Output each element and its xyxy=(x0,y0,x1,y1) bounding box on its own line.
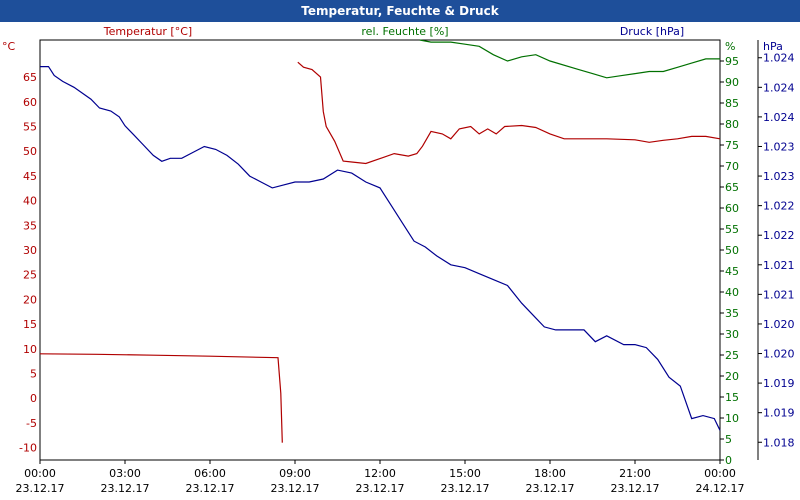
x-tick-label-date: 23.12.17 xyxy=(271,482,320,495)
humidity-unit-label: % xyxy=(725,40,735,53)
pressure-tick-label: 1.020 xyxy=(763,318,795,331)
x-tick-label-date: 23.12.17 xyxy=(526,482,575,495)
humidity-tick-label: 25 xyxy=(725,349,739,362)
humidity-tick-label: 45 xyxy=(725,265,739,278)
x-tick-label-date: 24.12.17 xyxy=(696,482,745,495)
humidity-tick-label: 30 xyxy=(725,328,739,341)
x-tick-label-date: 23.12.17 xyxy=(441,482,490,495)
humidity-tick-label: 50 xyxy=(725,244,739,257)
pressure-tick-label: 1.023 xyxy=(763,170,795,183)
pressure-axis-title: Druck [hPa] xyxy=(620,25,684,38)
temperature-tick-label: 60 xyxy=(23,96,37,109)
pressure-tick-label: 1.024 xyxy=(763,111,795,124)
x-tick-label-time: 00:00 xyxy=(24,467,56,480)
temperature-unit-label: °C xyxy=(2,40,16,53)
pressure-tick-label: 1.022 xyxy=(763,200,795,213)
pressure-tick-label: 1.023 xyxy=(763,140,795,153)
pressure-tick-label: 1.024 xyxy=(763,81,795,94)
x-tick-label-date: 23.12.17 xyxy=(356,482,405,495)
humidity-tick-label: 5 xyxy=(725,433,732,446)
x-tick-label-time: 12:00 xyxy=(364,467,396,480)
series-line-temperature xyxy=(297,61,721,165)
pressure-tick-label: 1.024 xyxy=(763,52,795,65)
humidity-tick-label: 80 xyxy=(725,118,739,131)
series-layer xyxy=(39,39,721,443)
x-tick-label-date: 23.12.17 xyxy=(611,482,660,495)
x-tick-label-time: 21:00 xyxy=(619,467,651,480)
humidity-tick-label: 85 xyxy=(725,97,739,110)
pressure-tick-label: 1.022 xyxy=(763,229,795,242)
temperature-tick-label: 15 xyxy=(23,318,37,331)
temperature-tick-label: 0 xyxy=(30,392,37,405)
x-tick-label-date: 23.12.17 xyxy=(186,482,235,495)
x-tick-label-time: 06:00 xyxy=(194,467,226,480)
series-line-humidity xyxy=(419,39,720,79)
temperature-tick-label: -10 xyxy=(19,442,37,455)
temperature-tick-label: 40 xyxy=(23,195,37,208)
humidity-tick-label: 40 xyxy=(725,286,739,299)
pressure-tick-label: 1.020 xyxy=(763,348,795,361)
x-tick-label-time: 09:00 xyxy=(279,467,311,480)
temperature-tick-label: 20 xyxy=(23,293,37,306)
temperature-axis-title: Temperatur [°C] xyxy=(103,25,192,38)
x-tick-label-date: 23.12.17 xyxy=(101,482,150,495)
pressure-tick-label: 1.019 xyxy=(763,377,795,390)
temperature-tick-label: 5 xyxy=(30,368,37,381)
temperature-tick-label: 25 xyxy=(23,269,37,282)
humidity-tick-label: 0 xyxy=(725,454,732,467)
temperature-tick-label: 45 xyxy=(23,170,37,183)
humidity-tick-label: 65 xyxy=(725,181,739,194)
pressure-tick-label: 1.021 xyxy=(763,259,795,272)
x-tick-label-date: 23.12.17 xyxy=(16,482,65,495)
humidity-tick-label: 70 xyxy=(725,160,739,173)
temperature-tick-label: 55 xyxy=(23,120,37,133)
chart: 00:00 23.12.17 03:00 23.12.17 06:00 23.12.17 0… xyxy=(2,25,795,495)
temperature-tick-label: -5 xyxy=(26,417,37,430)
window-title: Temperatur, Feuchte & Druck xyxy=(0,0,800,22)
humidity-tick-label: 55 xyxy=(725,223,739,236)
x-tick-label-time: 15:00 xyxy=(449,467,481,480)
humidity-tick-label: 75 xyxy=(725,139,739,152)
humidity-tick-label: 90 xyxy=(725,76,739,89)
x-tick-label-time: 03:00 xyxy=(109,467,141,480)
pressure-tick-label: 1.018 xyxy=(763,436,795,449)
pressure-tick-label: 1.021 xyxy=(763,288,795,301)
series-line-pressure xyxy=(40,65,721,431)
temperature-tick-label: 65 xyxy=(23,71,37,84)
pressure-tick-label: 1.019 xyxy=(763,407,795,420)
humidity-tick-label: 10 xyxy=(725,412,739,425)
temperature-tick-label: 50 xyxy=(23,145,37,158)
humidity-tick-label: 15 xyxy=(725,391,739,404)
x-tick-label-time: 18:00 xyxy=(534,467,566,480)
temperature-tick-label: 10 xyxy=(23,343,37,356)
plot-frame xyxy=(39,39,721,461)
humidity-axis-title: rel. Feuchte [%] xyxy=(361,25,448,38)
pressure-unit-label: hPa xyxy=(763,40,783,53)
humidity-tick-label: 35 xyxy=(725,307,739,320)
series-line-temperature xyxy=(39,353,283,443)
temperature-tick-label: 35 xyxy=(23,219,37,232)
humidity-tick-label: 20 xyxy=(725,370,739,383)
x-tick-label-time: 00:00 xyxy=(704,467,736,480)
humidity-tick-label: 60 xyxy=(725,202,739,215)
axes xyxy=(39,39,762,464)
temperature-tick-label: 30 xyxy=(23,244,37,257)
humidity-tick-label: 95 xyxy=(725,55,739,68)
axis-labels: 00:00 23.12.17 03:00 23.12.17 06:00 23.12.17 0… xyxy=(2,25,795,495)
